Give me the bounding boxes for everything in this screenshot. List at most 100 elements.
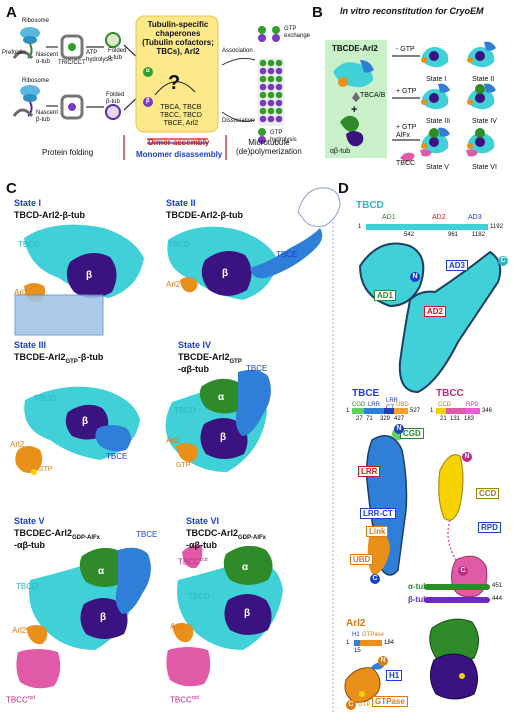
- state-cartoon-1: [421, 47, 449, 68]
- tbcc-title: TBCC: [436, 388, 464, 399]
- s2-beta-density: [201, 251, 252, 296]
- s3-sub-end: -β-tub: [77, 352, 104, 362]
- arl2-c-terminus: C: [346, 700, 356, 710]
- tbcc-ccd-structure: [438, 454, 464, 521]
- arl2-h1-bar: [354, 640, 360, 646]
- s6-arl2-label: Arl2: [170, 622, 185, 631]
- beta-tub-structure: [430, 653, 478, 700]
- ab-tub-label: αβ-tub: [330, 148, 351, 155]
- s2-sub: TBCDE-Arl2-β-tub: [166, 210, 243, 220]
- s5-sub2: -αβ-tub: [14, 540, 46, 550]
- arl2-gtpase-callout: GTPase: [372, 696, 408, 707]
- tbce-lrrct-callout: LRR-CT: [360, 508, 396, 519]
- s5-tbcc-density: [16, 649, 61, 689]
- s1-tbcd-label: TBCD: [18, 240, 40, 249]
- s6-tbcc-rpd-density: [166, 647, 211, 687]
- s4-arl2-density: [176, 443, 198, 463]
- tbce-n-terminus: N: [394, 424, 404, 434]
- tbce-domain-lrrct: LRR CT: [386, 398, 399, 411]
- s3-tbcd-label: TBCD: [34, 394, 56, 403]
- s2-beta-label: β: [222, 268, 229, 279]
- tbcd-c-terminus: C: [498, 256, 508, 266]
- ab-tub-alpha-shape: [340, 115, 359, 132]
- s6-tbcc-ccd-label: TBCCccd: [178, 556, 208, 567]
- tbcd-ad3-label: AD3: [468, 214, 482, 221]
- s4-beta-density: [200, 418, 248, 459]
- tbce-domain-cgd: CGD: [352, 402, 366, 408]
- microtubule-subunit: [275, 75, 283, 83]
- s4-sub: TBCDE-Arl2GTP: [178, 352, 242, 367]
- microtubule-subunit: [259, 67, 267, 75]
- s2-tbce-density: [250, 228, 323, 279]
- s3-sub-gtp: GTP: [65, 358, 78, 365]
- s1-highlight-box: [14, 294, 104, 336]
- s6-title: State VI: [186, 516, 220, 526]
- s2-arl2-density: [180, 277, 198, 293]
- s4-sub-gtp: GTP: [229, 358, 242, 365]
- alpha-tub-label: α-tub: [408, 582, 429, 591]
- s3-sub-main: TBCDE-Arl2: [14, 352, 66, 362]
- tbcd-ad1-callout: AD1: [374, 290, 397, 301]
- ribosome-top-subunit-icon: [23, 36, 37, 44]
- state-label-1: State I: [426, 76, 447, 83]
- s5-tbcc-text: TBCC: [6, 695, 28, 705]
- tbcc-domain-ccd: CCD: [438, 402, 451, 408]
- state-cartoon-4: [467, 83, 496, 110]
- tbcde-arl2-label: TBCDE-Arl2: [332, 44, 378, 53]
- s1-beta-density: [66, 253, 117, 298]
- s5-tbce-label: TBCE: [136, 530, 158, 539]
- gtp-exchange-alpha2-icon: [272, 26, 280, 34]
- tbce-ubd-callout: UBD: [350, 554, 374, 565]
- chaperone-box-title: Tubulin-specific chaperones (Tubulin cof…: [142, 20, 214, 56]
- tbce-domain-ubd: UBD: [396, 402, 409, 408]
- arl2-gtpase-bar: [360, 640, 382, 646]
- s6-sub-gtp: GDP-AlFx: [238, 534, 267, 541]
- alpha-tub-structure: [429, 618, 479, 664]
- s6-arl2-density: [172, 623, 194, 643]
- ribosome-bottom-icon: [20, 85, 40, 97]
- tbcde-arl2-arl2-shape: [338, 77, 348, 87]
- s1-title: State I: [14, 198, 42, 208]
- s4-arl2-label: Arl2: [166, 436, 181, 445]
- tbce-c-terminus: C: [370, 574, 380, 584]
- s5-sub-main: TBCDEC-Arl2: [14, 528, 73, 538]
- chaperone-box-question: ?: [168, 72, 181, 94]
- arl2-title: Arl2: [346, 618, 366, 629]
- s6-tbcd-label: TBCD: [188, 592, 210, 601]
- s4-alpha-label: α: [218, 392, 225, 403]
- arl2-bar-gtpase: GTPase: [362, 632, 385, 638]
- s3-arl2-density: [15, 446, 43, 473]
- s5-tbcc-sup: rpd: [27, 695, 36, 701]
- gtp-exchange-label: GTP exchange: [284, 26, 311, 39]
- dissociation-label: Dissociation: [222, 118, 255, 124]
- tric-bottom-icon: [60, 94, 84, 120]
- beta-tub-label: β-tub: [408, 595, 428, 604]
- tbcc-tick-21: 21: [440, 416, 447, 422]
- prefoldin-bottom-icon: [12, 108, 34, 118]
- box-beta-label: β: [146, 98, 150, 104]
- tbcd-ad2-callout: AD2: [424, 306, 447, 317]
- atp-label: ATP hydrolysis: [86, 50, 113, 63]
- tbcc-ccd-callout: CCD: [476, 488, 500, 499]
- tbcd-title: TBCD: [356, 200, 384, 211]
- plus-gtp-label: + GTP: [396, 88, 417, 95]
- microtubule-icon: [258, 58, 284, 126]
- s6-tbcc-ccd-density: [182, 544, 203, 569]
- state-cartoon-3: [421, 83, 450, 110]
- s6-alpha-density: [223, 545, 273, 585]
- tbce-title: TBCE: [352, 388, 380, 399]
- ab-tub-beta-shape: [346, 131, 364, 147]
- tbcd-tick-1182: 1182: [472, 232, 485, 238]
- s2-tbce-label: TBCE: [276, 250, 298, 259]
- s2-tbce-outline: [297, 187, 341, 227]
- microtubule-subunit: [275, 59, 283, 67]
- s3-tbce-label: TBCE: [106, 452, 128, 461]
- dissociation-arrow: [221, 111, 256, 122]
- s6-tbcc-ccd-text: TBCC: [178, 557, 200, 567]
- s4-tbce-density: [235, 369, 271, 436]
- arl2-gtp-label: GTP: [358, 702, 371, 708]
- tbcc-shape: [400, 152, 415, 162]
- ribosome-bottom-subunit-icon: [23, 94, 37, 102]
- box-cycle-arrow: [154, 81, 196, 96]
- s5-alpha-density: [79, 547, 129, 587]
